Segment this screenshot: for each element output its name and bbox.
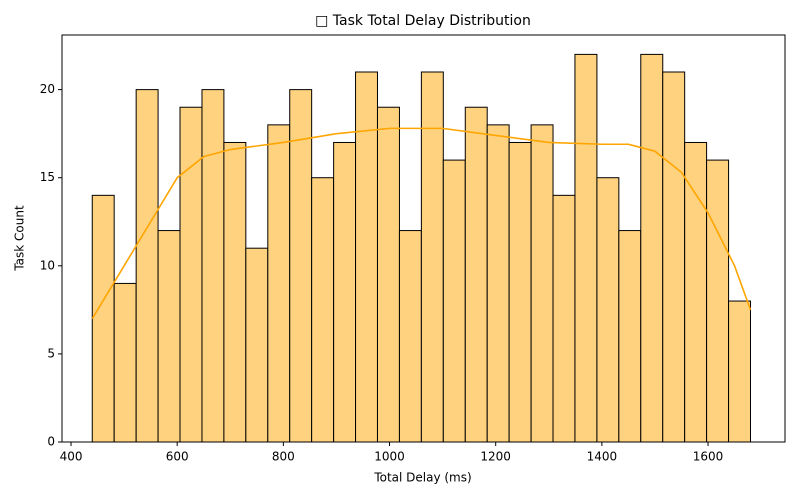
x-tick-label: 600 [166,450,189,464]
bar [135,89,159,443]
bar [706,159,730,443]
bar [267,124,291,443]
bar [508,141,532,443]
y-tick-label: 10 [40,258,55,272]
bar [486,124,510,443]
bar [113,282,137,443]
bar [464,106,488,443]
bar [223,141,247,443]
y-tick-label: 15 [40,170,55,184]
x-tick-label: 1600 [693,450,724,464]
chart-title: □ Task Total Delay Distribution [315,13,531,29]
y-tick-label: 0 [47,435,55,449]
bar [376,106,400,443]
x-tick-label: 800 [272,450,295,464]
bar [91,194,115,443]
bar [618,230,642,443]
plot-frame [61,34,786,443]
x-tick-label: 1400 [587,450,618,464]
bar [201,89,225,443]
bar [530,124,554,443]
bar [289,89,313,443]
x-tick-label: 1000 [374,450,405,464]
bar [596,177,620,443]
bar [179,106,203,443]
bar [333,141,357,443]
y-axis-label: Task Count [13,205,27,272]
bar [574,53,598,443]
bar [640,53,664,443]
bar [420,71,444,443]
bar [662,71,686,443]
bar [552,194,576,443]
bar [157,230,181,443]
bar [398,230,422,443]
y-tick-label: 5 [47,346,55,360]
bar [684,141,708,443]
bar [245,247,269,443]
bar [728,300,751,443]
bar [355,71,378,443]
kde-line [91,127,752,320]
x-axis-label: Total Delay (ms) [373,471,471,485]
x-tick-label: 400 [60,450,83,464]
x-tick-label: 1200 [480,450,511,464]
y-tick-label: 20 [40,82,55,96]
bar [311,177,335,443]
bar [442,159,466,443]
